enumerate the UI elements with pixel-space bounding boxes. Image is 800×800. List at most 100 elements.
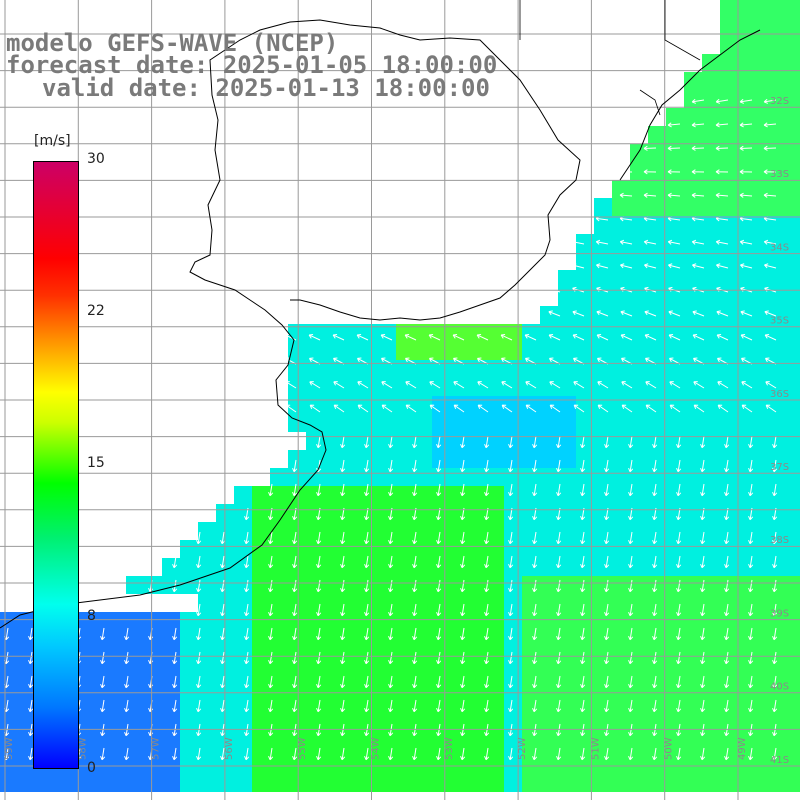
wind-arrow	[724, 531, 730, 545]
wind-arrow	[676, 435, 682, 449]
wind-arrow	[508, 699, 514, 713]
wind-cell	[342, 594, 360, 612]
wind-cell	[414, 396, 432, 414]
wind-arrow	[268, 651, 274, 665]
wind-cell	[342, 432, 360, 450]
lon-label: 51W	[590, 737, 601, 760]
wind-cell	[738, 144, 756, 162]
wind-cell	[792, 540, 800, 558]
wind-cell	[270, 558, 288, 576]
wind-cell	[324, 378, 342, 396]
wind-arrow	[667, 192, 681, 198]
wind-cell	[468, 702, 486, 720]
wind-cell	[558, 468, 576, 486]
wind-cell	[558, 306, 576, 324]
wind-arrow	[477, 404, 489, 413]
wind-cell	[396, 756, 414, 774]
wind-cell	[540, 360, 558, 378]
wind-cell	[288, 360, 306, 378]
wind-cell	[648, 468, 666, 486]
wind-arrow	[556, 651, 562, 665]
wind-arrow	[596, 333, 609, 341]
wind-cell	[558, 288, 576, 306]
wind-arrow	[196, 723, 202, 737]
wind-arrow	[220, 603, 226, 617]
wind-cell	[540, 522, 558, 540]
wind-arrow	[388, 483, 394, 497]
wind-arrow	[628, 531, 634, 545]
wind-cell	[702, 774, 720, 792]
colorbar-gradient	[33, 161, 79, 769]
wind-arrow	[556, 627, 562, 641]
wind-cell	[144, 648, 162, 666]
wind-cell	[612, 756, 630, 774]
wind-arrow	[724, 603, 730, 617]
wind-cell	[378, 432, 396, 450]
wind-cell	[720, 558, 738, 576]
wind-cell	[774, 36, 792, 54]
wind-arrow	[525, 404, 537, 413]
wind-cell	[702, 216, 720, 234]
wind-cell	[666, 414, 684, 432]
wind-arrow	[549, 404, 561, 413]
wind-arrow	[652, 747, 658, 761]
wind-arrow	[556, 555, 562, 569]
wind-cell	[792, 414, 800, 432]
wind-cell	[630, 630, 648, 648]
wind-cell	[432, 756, 450, 774]
wind-cell	[594, 612, 612, 630]
wind-cell	[360, 504, 378, 522]
wind-arrow	[405, 404, 417, 413]
wind-cell	[414, 540, 432, 558]
wind-cell	[306, 630, 324, 648]
wind-arrow	[340, 579, 346, 593]
wind-cell	[450, 594, 468, 612]
wind-cell	[792, 342, 800, 360]
wind-arrow	[316, 627, 322, 641]
wind-arrow	[628, 435, 634, 449]
wind-cell	[342, 396, 360, 414]
wind-cell	[324, 504, 342, 522]
wind-arrow	[604, 723, 610, 737]
wind-arrow	[220, 651, 226, 665]
wind-cell	[306, 414, 324, 432]
wind-cell	[342, 612, 360, 630]
wind-cell	[612, 594, 630, 612]
wind-cell	[252, 774, 270, 792]
wind-cell	[126, 612, 144, 630]
wind-arrow	[595, 239, 609, 245]
wind-cell	[666, 306, 684, 324]
wind-cell	[576, 594, 594, 612]
wind-cell	[540, 468, 558, 486]
wind-cell	[396, 378, 414, 396]
wind-cell	[342, 540, 360, 558]
wind-cell	[720, 450, 738, 468]
wind-cell	[702, 288, 720, 306]
wind-arrow	[28, 627, 34, 641]
wind-cell	[198, 666, 216, 684]
wind-cell	[522, 540, 540, 558]
wind-arrow	[268, 579, 274, 593]
wind-cell	[306, 450, 324, 468]
wind-arrow	[772, 747, 778, 761]
wind-cell	[198, 702, 216, 720]
wind-arrow	[316, 531, 322, 545]
wind-arrow	[628, 555, 634, 569]
wind-cell	[144, 702, 162, 720]
wind-arrow	[652, 723, 658, 737]
wind-cell	[252, 540, 270, 558]
wind-arrow	[405, 381, 417, 389]
wind-cell	[630, 522, 648, 540]
wind-arrow	[652, 699, 658, 713]
wind-cell	[432, 378, 450, 396]
wind-cell	[612, 558, 630, 576]
wind-cell	[594, 522, 612, 540]
wind-cell	[720, 378, 738, 396]
wind-arrow	[340, 627, 346, 641]
wind-cell	[270, 666, 288, 684]
latitude-labels: 32S 33S 34S 35S 36S 37S 38S 39S 40S 41S	[770, 96, 789, 766]
wind-cell	[504, 540, 522, 558]
wind-cell	[90, 648, 108, 666]
wind-cell	[306, 702, 324, 720]
wind-arrow	[340, 747, 346, 761]
